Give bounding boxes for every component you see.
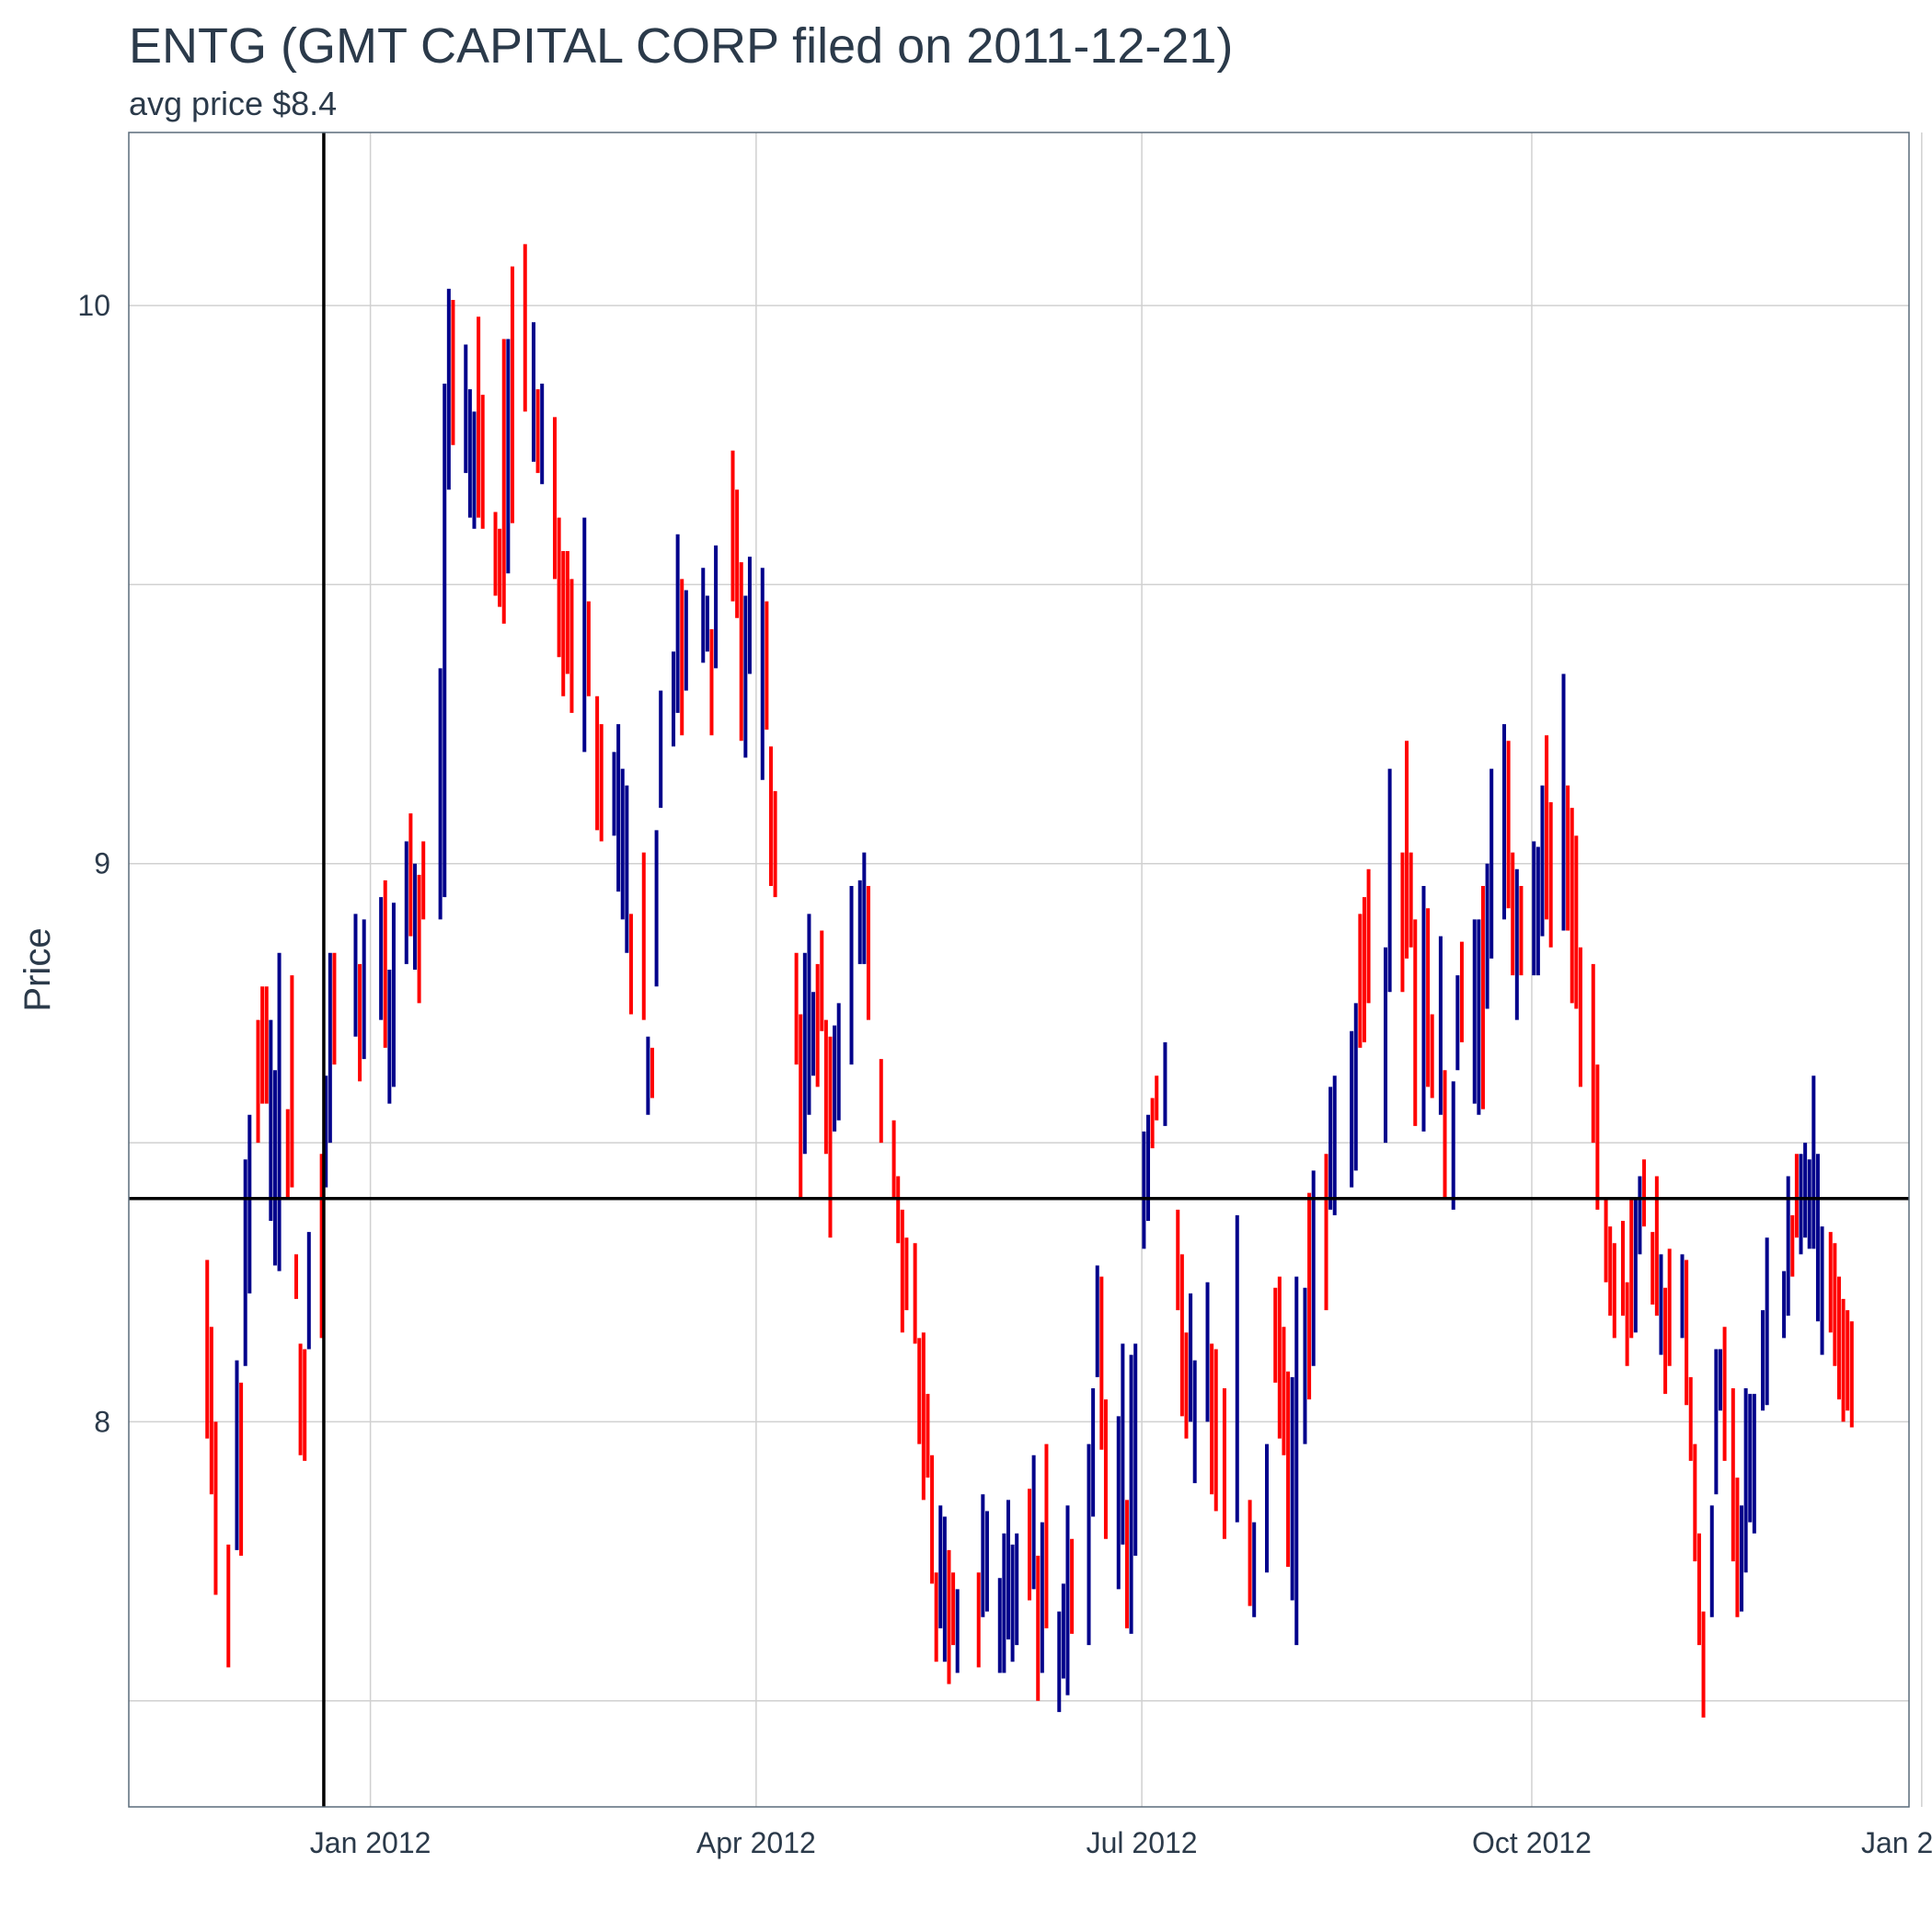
y-axis-label: Price — [17, 927, 58, 1011]
x-tick-label: Jul 2012 — [1087, 1826, 1198, 1859]
grid-lines — [129, 132, 1923, 1807]
price-range-bars — [205, 244, 1854, 1718]
x-axis-ticks: Jan 2012 Apr 2012 Jul 2012 Oct 2012 Jan 2013 — [310, 1826, 1932, 1859]
y-axis-ticks: 8 9 10 — [77, 289, 110, 1438]
y-tick-label: 10 — [77, 289, 110, 322]
x-tick-label: Jan 2012 — [310, 1826, 431, 1859]
x-tick-label: Apr 2012 — [696, 1826, 816, 1859]
y-tick-label: 8 — [94, 1405, 110, 1438]
x-tick-label: Jan 2013 — [1861, 1826, 1932, 1859]
x-tick-label: Oct 2012 — [1472, 1826, 1592, 1859]
chart-subtitle: avg price $8.4 — [129, 85, 337, 122]
y-tick-label: 9 — [94, 847, 110, 880]
chart-title: ENTG (GMT CAPITAL CORP filed on 2011-12-… — [129, 18, 1233, 74]
plot-frame — [128, 132, 1910, 1808]
